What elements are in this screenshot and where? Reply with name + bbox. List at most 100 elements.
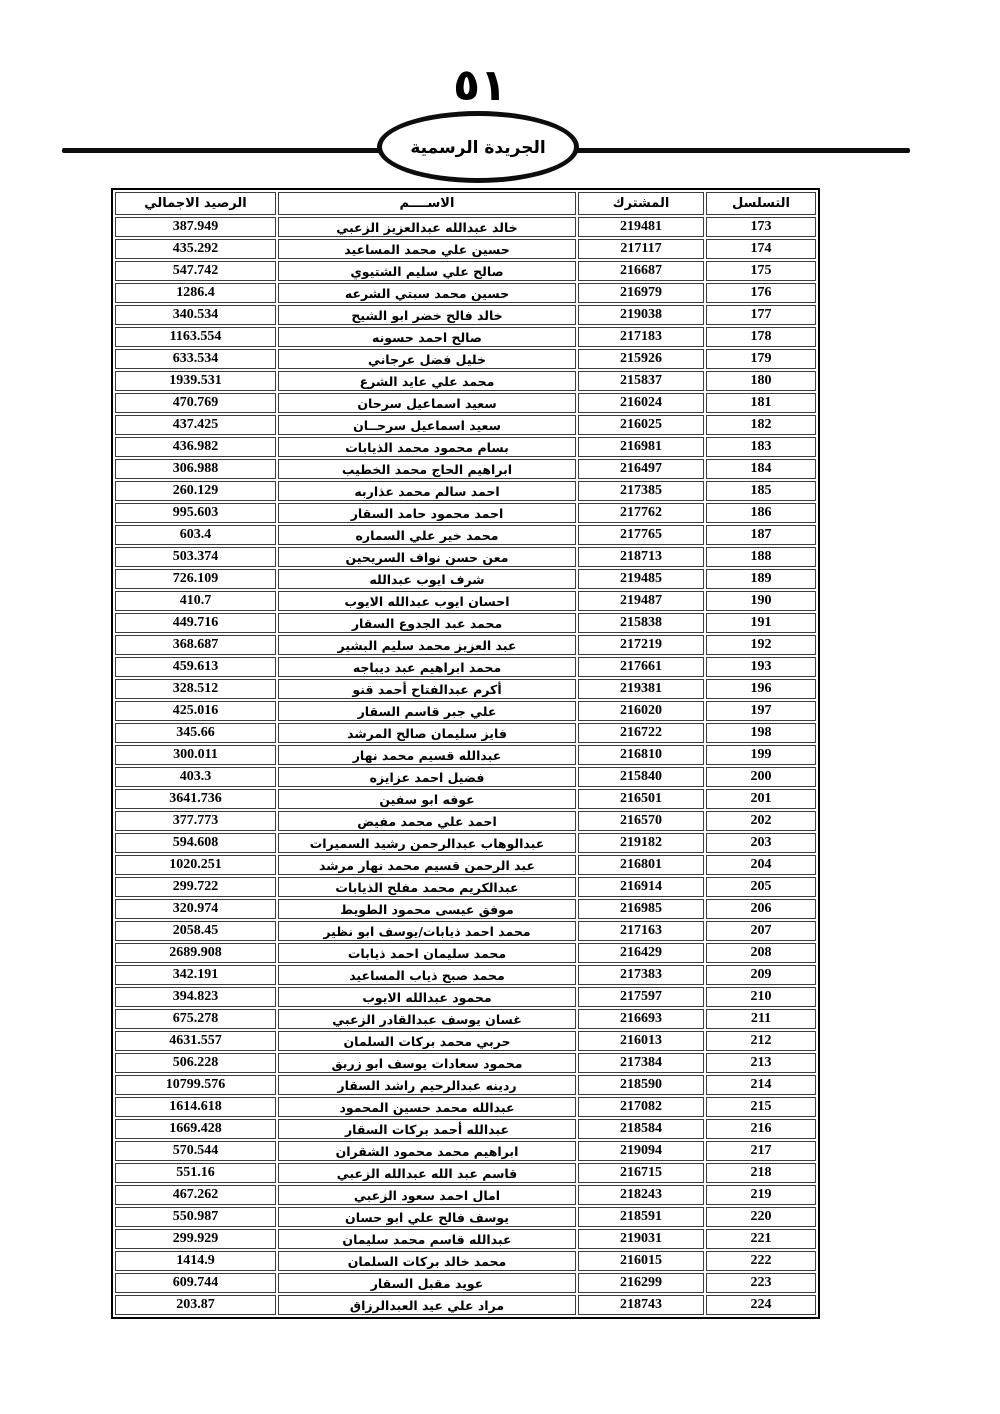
balance-cell: 299.929: [115, 1229, 276, 1249]
balance-cell: 1939.531: [115, 371, 276, 391]
serial-cell: 204: [706, 855, 816, 875]
table-row: 208 216429 محمد سليمان احمد ذيابات 2689.…: [115, 943, 816, 963]
subscriber-cell: 216024: [578, 393, 704, 413]
serial-cell: 200: [706, 767, 816, 787]
name-cell: علي جبر قاسم السقار: [278, 701, 576, 721]
subscriber-cell: 217385: [578, 481, 704, 501]
name-cell: محمد علي عايد الشرع: [278, 371, 576, 391]
serial-cell: 213: [706, 1053, 816, 1073]
balance-cell: 2058.45: [115, 921, 276, 941]
balance-cell: 470.769: [115, 393, 276, 413]
table-row: 205 216914 عبدالكريم محمد مفلح الذيابات …: [115, 877, 816, 897]
serial-cell: 203: [706, 833, 816, 853]
subscriber-cell: 216985: [578, 899, 704, 919]
balance-cell: 449.716: [115, 613, 276, 633]
serial-cell: 199: [706, 745, 816, 765]
serial-cell: 191: [706, 613, 816, 633]
subscriber-cell: 217762: [578, 503, 704, 523]
table-row: 220 218591 يوسف فالح علي ابو حسان 550.98…: [115, 1207, 816, 1227]
subscriber-cell: 219485: [578, 569, 704, 589]
name-cell: حسين علي محمد المساعيد: [278, 239, 576, 259]
name-cell: غسان يوسف عبدالقادر الزعبي: [278, 1009, 576, 1029]
subscriber-cell: 217384: [578, 1053, 704, 1073]
balance-cell: 3641.736: [115, 789, 276, 809]
subscriber-cell: 218743: [578, 1295, 704, 1315]
table-row: 204 216801 عبد الرحمن قسيم محمد نهار مرش…: [115, 855, 816, 875]
name-cell: احمد سالم محمد عذاربه: [278, 481, 576, 501]
table-row: 206 216985 موفق عيسى محمود الطويط 320.97…: [115, 899, 816, 919]
table-row: 174 217117 حسين علي محمد المساعيد 435.29…: [115, 239, 816, 259]
subscriber-column-header: المشترك: [578, 192, 704, 215]
subscriber-cell: 216429: [578, 943, 704, 963]
table-row: 199 216810 عبدالله قسيم محمد نهار 300.01…: [115, 745, 816, 765]
serial-cell: 173: [706, 217, 816, 237]
serial-cell: 186: [706, 503, 816, 523]
serial-cell: 176: [706, 283, 816, 303]
subscriber-cell: 217765: [578, 525, 704, 545]
subscriber-cell: 216497: [578, 459, 704, 479]
name-cell: احمد علي محمد مفيض: [278, 811, 576, 831]
name-cell: شرف ايوب عبدالله: [278, 569, 576, 589]
balance-cell: 436.982: [115, 437, 276, 457]
name-cell: عبدالوهاب عبدالرحمن رشيد السميرات: [278, 833, 576, 853]
name-cell: محمود عبدالله الايوب: [278, 987, 576, 1007]
balance-cell: 503.374: [115, 547, 276, 567]
table-row: 222 216015 محمد خالد بركات السلمان 1414.…: [115, 1251, 816, 1271]
subscriber-cell: 216693: [578, 1009, 704, 1029]
subscriber-cell: 216801: [578, 855, 704, 875]
name-cell: محمد خير علي السماره: [278, 525, 576, 545]
subscriber-cell: 216013: [578, 1031, 704, 1051]
table-row: 224 218743 مراد علي عيد العبدالرزاق 203.…: [115, 1295, 816, 1315]
table-row: 209 217383 محمد صبح ذياب المساعيد 342.19…: [115, 965, 816, 985]
table-row: 218 216715 قاسم عبد الله عبدالله الزعبي …: [115, 1163, 816, 1183]
subscriber-cell: 219481: [578, 217, 704, 237]
name-cell: فضيل احمد عزايزه: [278, 767, 576, 787]
subscriber-cell: 216687: [578, 261, 704, 281]
name-cell: عوفه ابو سفين: [278, 789, 576, 809]
balance-cell: 4631.557: [115, 1031, 276, 1051]
table-row: 211 216693 غسان يوسف عبدالقادر الزعبي 67…: [115, 1009, 816, 1029]
name-cell: محمد خالد بركات السلمان: [278, 1251, 576, 1271]
table-row: 173 219481 خالد عبدالله عبدالعزيز الزعبي…: [115, 217, 816, 237]
balance-cell: 368.687: [115, 635, 276, 655]
serial-cell: 219: [706, 1185, 816, 1205]
serial-cell: 222: [706, 1251, 816, 1271]
table-row: 215 217082 عبدالله محمد حسين المحمود 161…: [115, 1097, 816, 1117]
subscriber-cell: 216914: [578, 877, 704, 897]
subscriber-cell: 218713: [578, 547, 704, 567]
serial-cell: 224: [706, 1295, 816, 1315]
balance-cell: 403.3: [115, 767, 276, 787]
balance-cell: 594.608: [115, 833, 276, 853]
subscriber-cell: 219094: [578, 1141, 704, 1161]
name-cell: سعيد اسماعيل سرحان: [278, 393, 576, 413]
name-cell: يوسف فالح علي ابو حسان: [278, 1207, 576, 1227]
table-row: 185 217385 احمد سالم محمد عذاربه 260.129: [115, 481, 816, 501]
serial-cell: 223: [706, 1273, 816, 1293]
table-row: 175 216687 صالح علي سليم الشتيوي 547.742: [115, 261, 816, 281]
serial-cell: 188: [706, 547, 816, 567]
subscriber-cell: 217117: [578, 239, 704, 259]
name-cell: عبدالكريم محمد مفلح الذيابات: [278, 877, 576, 897]
serial-column-header: التسلسل: [706, 192, 816, 215]
balance-cell: 387.949: [115, 217, 276, 237]
balance-cell: 547.742: [115, 261, 276, 281]
name-cell: محمد سليمان احمد ذيابات: [278, 943, 576, 963]
balance-cell: 550.987: [115, 1207, 276, 1227]
records-table: التسلسل المشترك الاســــم الرصيد الاجمال…: [111, 188, 820, 1319]
subscriber-cell: 216810: [578, 745, 704, 765]
serial-cell: 183: [706, 437, 816, 457]
serial-cell: 192: [706, 635, 816, 655]
name-cell: بسام محمود محمد الذيابات: [278, 437, 576, 457]
table-row: 181 216024 سعيد اسماعيل سرحان 470.769: [115, 393, 816, 413]
balance-cell: 345.66: [115, 723, 276, 743]
balance-cell: 425.016: [115, 701, 276, 721]
serial-cell: 217: [706, 1141, 816, 1161]
table-row: 190 219487 احسان ايوب عبدالله الايوب 410…: [115, 591, 816, 611]
balance-cell: 340.534: [115, 305, 276, 325]
serial-cell: 211: [706, 1009, 816, 1029]
name-cell: محمد ابراهيم عبد ديباجه: [278, 657, 576, 677]
serial-cell: 181: [706, 393, 816, 413]
table-row: 216 218584 عبدالله أحمد بركات السقار 166…: [115, 1119, 816, 1139]
serial-cell: 215: [706, 1097, 816, 1117]
